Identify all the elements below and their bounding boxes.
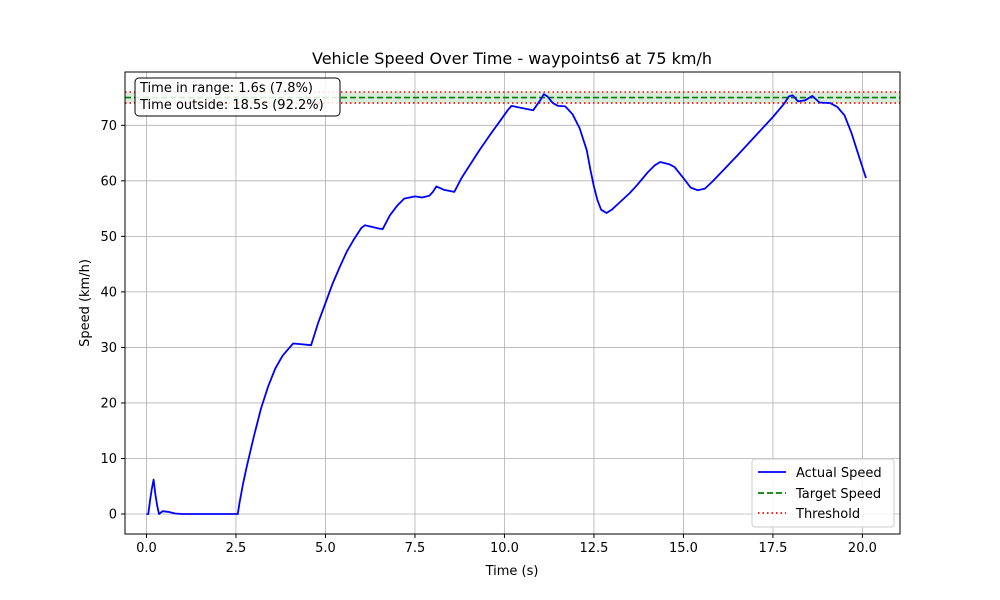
legend-box: [751, 458, 895, 528]
legend: Actual Speed Target Speed Threshold: [751, 458, 895, 528]
y-axis-ticks: 0 10 20 30 40 50 60 70: [100, 119, 125, 523]
y-axis-label: Speed (km/h): [78, 259, 93, 347]
x-tick-label: 0.0: [136, 541, 157, 556]
y-tick-label: 30: [100, 341, 117, 356]
y-tick-label: 40: [100, 285, 117, 300]
x-tick-label: 17.5: [758, 541, 787, 556]
chart-title: Vehicle Speed Over Time - waypoints6 at …: [312, 49, 712, 68]
y-tick-label: 10: [100, 452, 117, 467]
annotation-box: [134, 77, 341, 117]
legend-label-target-speed: Target Speed: [795, 487, 881, 502]
legend-label-threshold: Threshold: [795, 507, 860, 522]
y-tick-label: 50: [100, 230, 117, 245]
y-tick-label: 70: [100, 119, 117, 134]
y-tick-label: 20: [100, 396, 117, 411]
x-tick-label: 12.5: [579, 541, 608, 556]
y-tick-label: 60: [100, 174, 117, 189]
x-axis-label: Time (s): [485, 564, 539, 579]
annotation-time-outside: Time outside: 18.5s (92.2%): [139, 98, 324, 113]
x-tick-label: 5.0: [315, 541, 336, 556]
annotation-time-in-range: Time in range: 1.6s (7.8%): [139, 81, 313, 96]
plot-frame: [124, 71, 901, 535]
legend-label-actual-speed: Actual Speed: [796, 466, 882, 481]
y-tick-label: 0: [109, 508, 117, 523]
x-tick-label: 2.5: [226, 541, 247, 556]
actual-speed-line: [146, 93, 867, 515]
x-tick-label: 10.0: [490, 541, 519, 556]
x-tick-label: 15.0: [669, 541, 698, 556]
stats-annotation: Time in range: 1.6s (7.8%) Time outside:…: [134, 77, 341, 117]
x-tick-label: 20.0: [848, 541, 877, 556]
x-axis-ticks: 0.0 2.5 5.0 7.5 10.0 12.5 15.0 17.5 20.0: [136, 534, 877, 556]
x-tick-label: 7.5: [405, 541, 426, 556]
